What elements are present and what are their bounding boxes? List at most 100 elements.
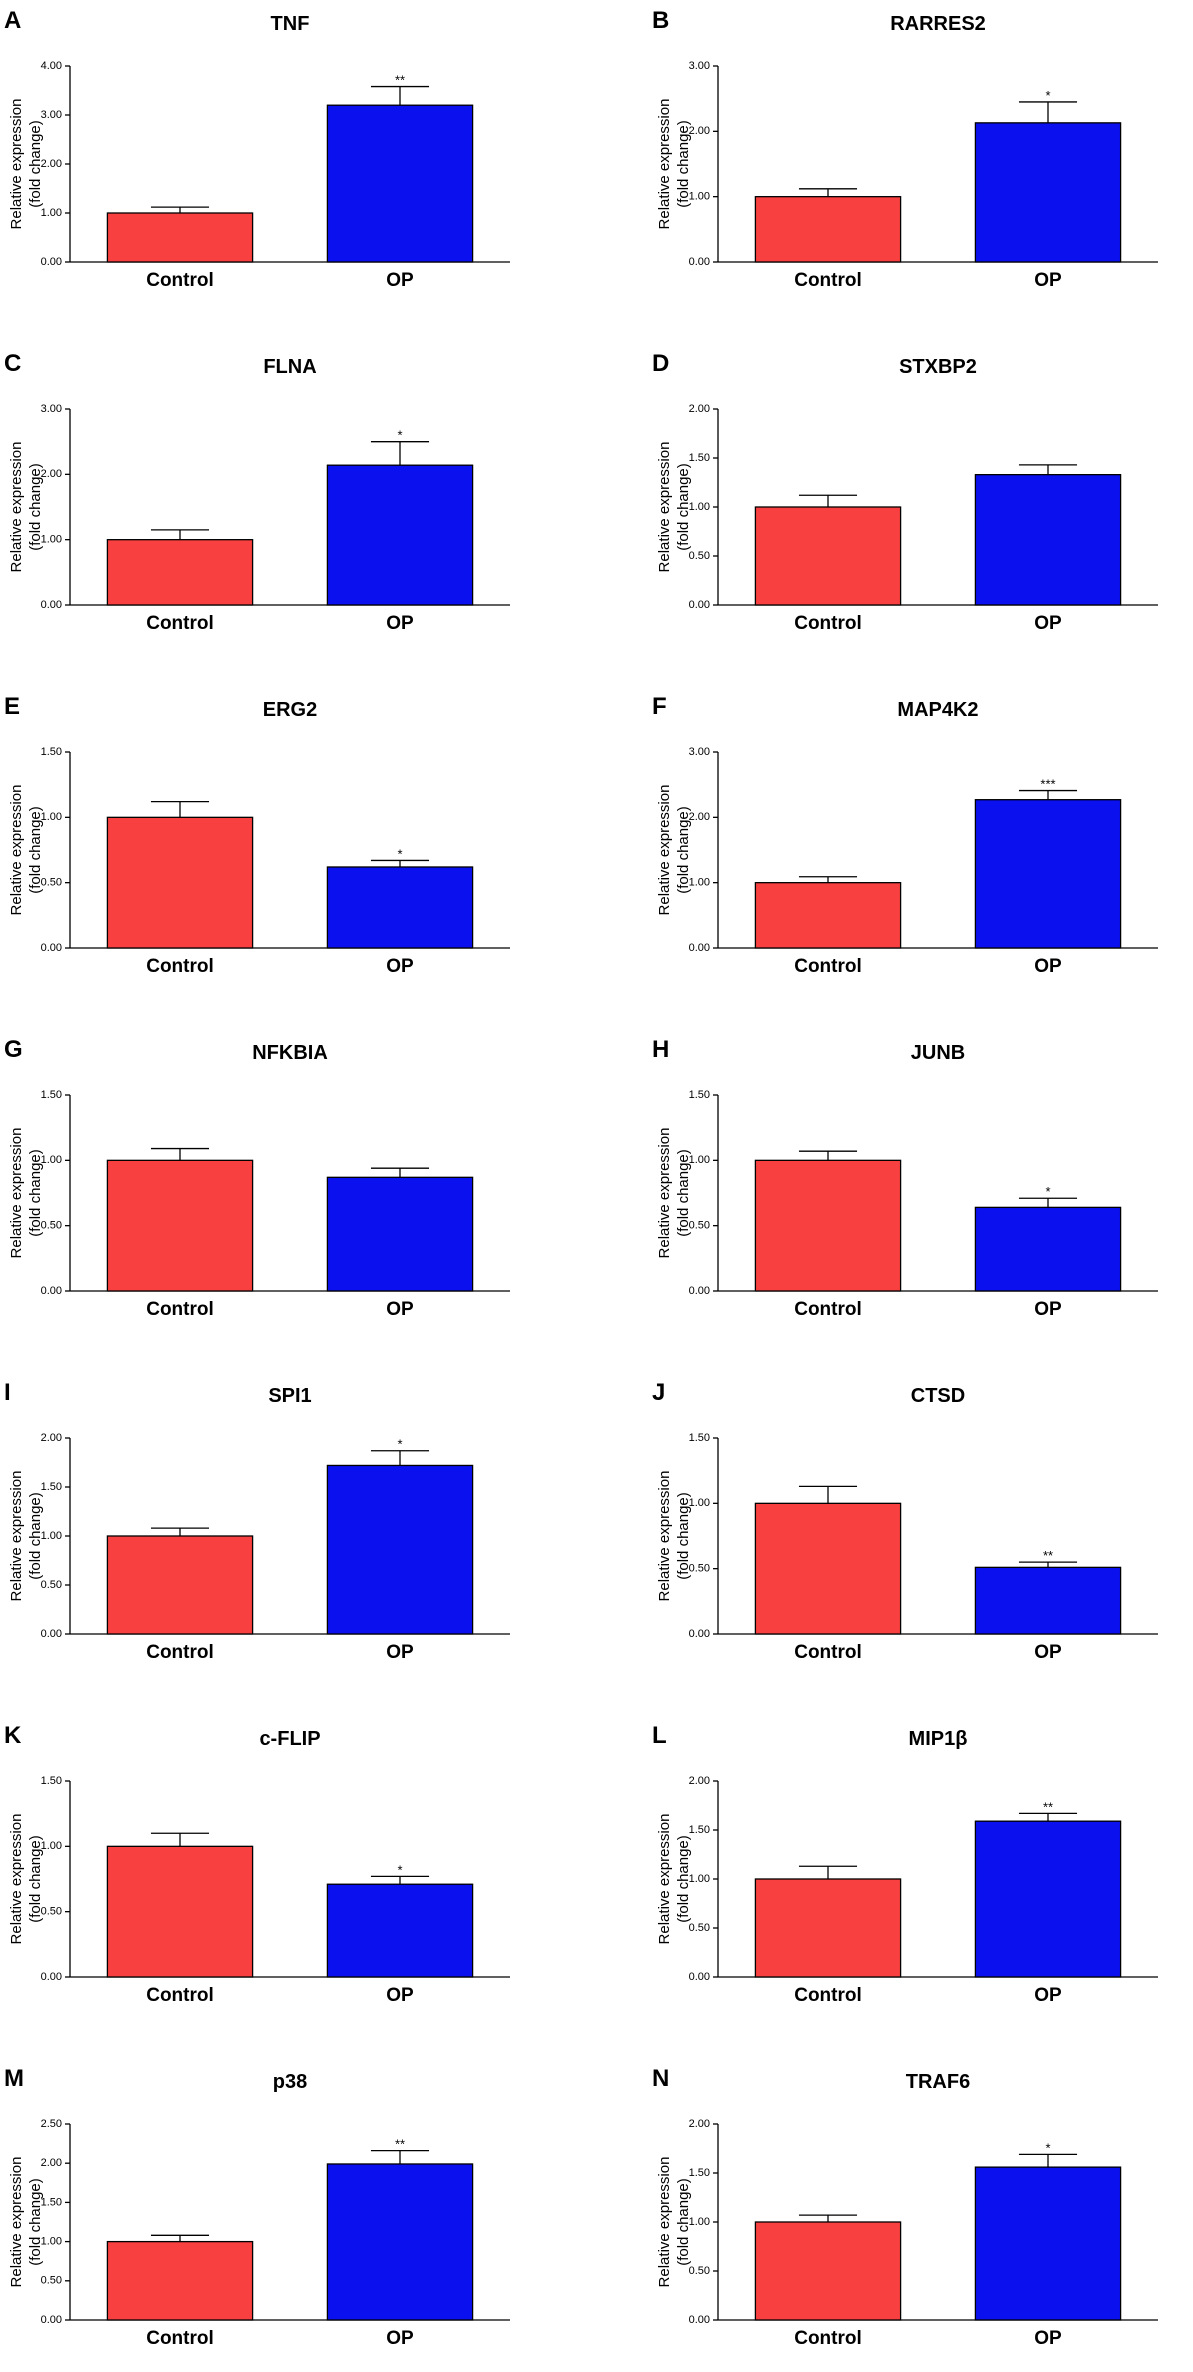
significance-marker: * (1045, 2140, 1050, 2155)
y-axis-label-line1: Relative expression (8, 1471, 25, 1602)
y-tick-label: 3.00 (689, 60, 710, 72)
y-axis-label: Relative expression (fold change) (656, 2157, 692, 2288)
y-axis-label-line1: Relative expression (8, 1128, 25, 1259)
y-tick-label: 2.00 (41, 2157, 62, 2169)
y-axis-label-line2: (fold change) (27, 1835, 44, 1923)
chart-title: TRAF6 (906, 2071, 970, 2093)
panel-letter: N (652, 2065, 669, 2092)
y-axis-label-line2: (fold change) (675, 1492, 692, 1580)
y-axis-label-line2: (fold change) (675, 806, 692, 894)
chart-title: NFKBIA (252, 1042, 328, 1064)
y-axis-label-line1: Relative expression (656, 1471, 673, 1602)
y-tick-label: 0.50 (41, 1579, 62, 1591)
y-axis-label-line2: (fold change) (675, 120, 692, 208)
panel-letter: H (652, 1036, 669, 1063)
y-tick-label: 3.00 (41, 403, 62, 415)
y-axis-label-line1: Relative expression (8, 442, 25, 573)
y-tick-label: 3.00 (689, 746, 710, 758)
y-tick-label: 1.50 (41, 1089, 62, 1101)
bar-control (754, 1502, 902, 1635)
chart-title: FLNA (263, 356, 316, 378)
significance-marker: * (1045, 88, 1050, 103)
bar-op (326, 866, 474, 949)
y-tick-label: 0.00 (41, 256, 62, 268)
x-tick-label-control: Control (146, 956, 214, 977)
y-axis-label-line2: (fold change) (675, 2178, 692, 2266)
y-tick-label: 1.00 (689, 1873, 710, 1885)
y-axis-label-line1: Relative expression (8, 2157, 25, 2288)
y-tick-label: 0.00 (41, 2314, 62, 2326)
chart-title: ERG2 (263, 699, 317, 721)
x-tick-label-control: Control (146, 270, 214, 291)
y-tick-label: 1.00 (41, 1154, 62, 1166)
y-tick-label: 0.50 (41, 877, 62, 889)
y-tick-label: 0.00 (689, 1285, 710, 1297)
chart-title: TNF (271, 13, 310, 35)
bar-control (106, 816, 254, 949)
chart-title: RARRES2 (890, 13, 986, 35)
x-tick-label-op: OP (386, 1985, 414, 2006)
panel-n: N TRAF6 Relative expression (fold change)0.… (652, 2065, 1158, 2349)
y-tick-label: 1.50 (41, 2196, 62, 2208)
y-axis-label-line2: (fold change) (675, 463, 692, 551)
y-tick-label: 1.00 (689, 877, 710, 889)
y-axis-label-line1: Relative expression (656, 99, 673, 230)
y-tick-label: 1.50 (41, 1775, 62, 1787)
y-tick-label: 1.50 (689, 1432, 710, 1444)
x-tick-label-op: OP (386, 1299, 414, 1320)
y-axis-label: Relative expression (fold change) (8, 442, 44, 573)
bar-control (106, 1159, 254, 1292)
bar-op (974, 2166, 1122, 2321)
x-tick-label-control: Control (794, 613, 862, 634)
bar-control (106, 212, 254, 263)
y-axis-label: Relative expression (fold change) (8, 1814, 44, 1945)
y-axis-label-line1: Relative expression (656, 442, 673, 573)
y-tick-label: 1.00 (41, 811, 62, 823)
bar-op (974, 1566, 1122, 1635)
y-axis-label-line1: Relative expression (8, 1814, 25, 1945)
bar-op (974, 799, 1122, 949)
y-tick-label: 0.50 (41, 1220, 62, 1232)
chart-title: MAP4K2 (897, 699, 978, 721)
panel-letter: F (652, 693, 667, 720)
y-axis-label: Relative expression (fold change) (8, 99, 44, 230)
y-tick-label: 0.50 (689, 1922, 710, 1934)
panel-h: H JUNB Relative expression (fold change) 0.0… (652, 1036, 1158, 1320)
y-axis-label: Relative expression (fold change) (656, 1128, 692, 1259)
chart-title: CTSD (911, 1385, 965, 1407)
panel-letter: K (4, 1722, 22, 1749)
y-axis-label: Relative expression (fold change) (656, 99, 692, 230)
y-tick-label: 1.50 (689, 2167, 710, 2179)
y-axis-label-line1: Relative expression (656, 2157, 673, 2288)
y-tick-label: 0.00 (41, 1971, 62, 1983)
y-axis-label-line2: (fold change) (27, 120, 44, 208)
y-axis-label-line2: (fold change) (675, 1835, 692, 1923)
y-axis-label-line1: Relative expression (656, 1128, 673, 1259)
y-tick-label: 1.00 (689, 191, 710, 203)
significance-marker: * (397, 428, 402, 443)
panel-letter: J (652, 1379, 665, 1406)
bar-control (754, 882, 902, 949)
y-tick-label: 1.50 (689, 1089, 710, 1101)
y-tick-label: 0.00 (41, 942, 62, 954)
significance-marker: * (397, 846, 402, 861)
panel-letter: B (652, 7, 669, 34)
panel-letter: I (4, 1379, 11, 1406)
y-tick-label: 1.00 (41, 534, 62, 546)
y-tick-label: 3.00 (41, 109, 62, 121)
y-tick-label: 2.00 (41, 158, 62, 170)
significance-marker: * (1045, 1184, 1050, 1199)
x-tick-label-op: OP (386, 1642, 414, 1663)
y-axis-label-line2: (fold change) (27, 1492, 44, 1580)
panel-letter: M (4, 2065, 24, 2092)
y-tick-label: 2.50 (41, 2118, 62, 2130)
panel-f: F MAP4K2 Relative expression (fold change) 0… (652, 693, 1158, 977)
y-tick-label: 0.50 (689, 2265, 710, 2277)
chart-title: JUNB (911, 1042, 965, 1064)
x-tick-label-control: Control (146, 1985, 214, 2006)
significance-marker: * (397, 1862, 402, 1877)
y-tick-label: 1.00 (41, 1530, 62, 1542)
y-axis-label-line1: Relative expression (656, 1814, 673, 1945)
panel-letter: D (652, 350, 669, 377)
